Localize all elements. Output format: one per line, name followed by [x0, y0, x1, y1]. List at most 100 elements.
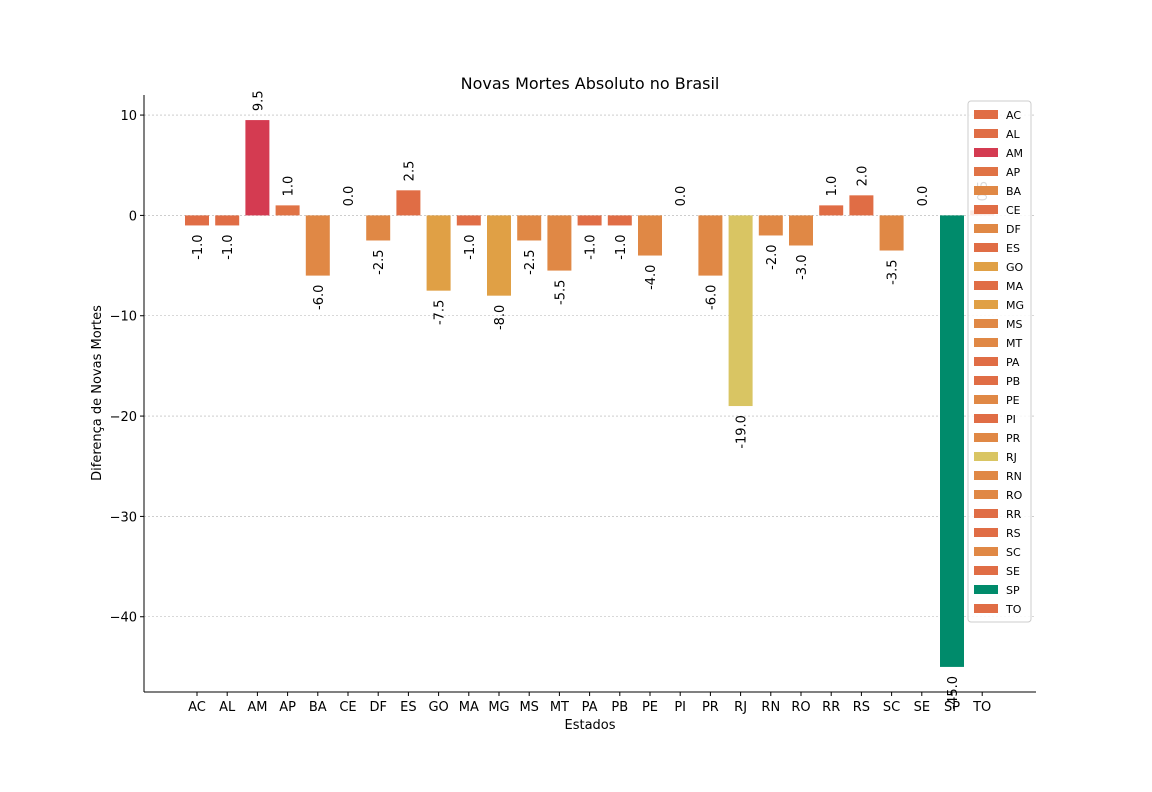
legend-label: AP [1006, 166, 1021, 179]
legend-swatch [974, 224, 998, 233]
data-label-mg: -8.0 [493, 305, 508, 330]
legend-swatch [974, 129, 998, 138]
bar-ap [275, 205, 300, 216]
x-tick-label: PR [702, 700, 719, 715]
bar-pr [698, 215, 723, 276]
bar-rs [849, 195, 874, 216]
legend-swatch [974, 357, 998, 366]
legend-swatch [974, 319, 998, 328]
legend-label: SP [1006, 584, 1020, 597]
bar-pb [607, 215, 632, 226]
data-label-se: 0.0 [916, 186, 931, 207]
legend-swatch [974, 300, 998, 309]
data-label-pb: -1.0 [614, 234, 629, 259]
legend-label: MT [1006, 337, 1022, 350]
legend-label: ES [1006, 242, 1020, 255]
legend-swatch [974, 471, 998, 480]
data-label-rn: -2.0 [765, 244, 780, 269]
x-tick-label: RN [761, 700, 780, 715]
bar-ba [305, 215, 330, 276]
bar-mt [547, 215, 572, 271]
data-labels: -1.0 -1.0 9.5 1.0 -6.0 0.0 -2.5 2.5 -7.5 -1.0 -8.0… [191, 90, 991, 709]
data-label-ma: -1.0 [463, 234, 478, 259]
data-label-pr: -6.0 [704, 285, 719, 310]
legend-label: PA [1006, 356, 1020, 369]
data-label-rs: 2.0 [855, 166, 870, 187]
bar-mg [487, 215, 511, 296]
legend-label: MS [1006, 318, 1022, 331]
x-tick-label: SE [914, 700, 930, 715]
data-label-pi: 0.0 [674, 186, 689, 207]
data-label-ce: 0.0 [342, 186, 357, 207]
x-tick-label: PB [611, 700, 628, 715]
legend-swatch [974, 243, 998, 252]
x-tick-label: TO [972, 700, 991, 715]
data-label-ro: -3.0 [795, 255, 810, 280]
x-tick-label: ES [400, 700, 416, 715]
legend-swatch [974, 338, 998, 347]
legend-swatch [974, 452, 998, 461]
y-tick-label: −40 [110, 611, 137, 626]
legend-swatch [974, 433, 998, 442]
data-label-es: 2.5 [402, 161, 417, 182]
bar-df [366, 215, 391, 241]
legend-swatch [974, 490, 998, 499]
legend-label: RN [1006, 470, 1022, 483]
y-ticks: 10 0 −10 −20 −30 −40 [110, 109, 144, 626]
legend-label: BA [1006, 185, 1022, 198]
legend-swatch [974, 376, 998, 385]
x-tick-label: PI [674, 700, 686, 715]
y-axis-label: Diferença de Novas Mortes [90, 305, 105, 481]
bar-sc [879, 215, 904, 251]
legend-label: TO [1005, 603, 1022, 616]
legend-label: PR [1006, 432, 1021, 445]
x-tick-label: SC [883, 700, 900, 715]
bar-ma [456, 215, 481, 226]
data-label-pa: -1.0 [584, 234, 599, 259]
data-label-go: -7.5 [433, 300, 448, 325]
y-tick-label: 10 [120, 109, 137, 124]
legend-label: RJ [1006, 451, 1017, 464]
y-tick-label: −10 [110, 310, 137, 325]
bar-rr [819, 205, 844, 216]
bar-sp [940, 215, 964, 667]
bar-pa [577, 215, 602, 226]
bar-es [396, 190, 421, 216]
legend-swatch [974, 395, 998, 404]
data-label-al: -1.0 [221, 234, 236, 259]
bar-ac [185, 215, 209, 226]
legend-label: AC [1006, 109, 1021, 122]
x-tick-label: MS [519, 700, 538, 715]
legend-swatch [974, 205, 998, 214]
x-tick-label: RS [853, 700, 870, 715]
data-label-ap: 1.0 [282, 176, 297, 197]
legend-swatch [974, 110, 998, 119]
x-tick-label: RJ [734, 700, 747, 715]
data-label-sp: -45.0 [946, 676, 961, 710]
chart-title: Novas Mortes Absoluto no Brasil [461, 74, 720, 93]
x-tick-label: AL [219, 700, 236, 715]
x-tick-label: SP [944, 700, 960, 715]
legend-swatch [974, 528, 998, 537]
y-tick-label: 0 [129, 209, 137, 224]
legend-label: PE [1006, 394, 1020, 407]
legend-swatch [974, 585, 998, 594]
legend-label: RS [1006, 527, 1021, 540]
legend-swatch [974, 604, 998, 613]
x-tick-label: MA [459, 700, 479, 715]
x-tick-label: AM [247, 700, 267, 715]
x-tick-label: GO [428, 700, 448, 715]
x-tick-label: RR [822, 700, 840, 715]
bar-ro [789, 215, 813, 246]
data-label-mt: -5.5 [553, 280, 568, 305]
bar-pe [638, 215, 662, 256]
x-tick-label: DF [369, 700, 387, 715]
legend-swatch [974, 186, 998, 195]
bars [185, 120, 995, 667]
x-tick-label: BA [309, 700, 327, 715]
bar-ms [517, 215, 542, 241]
legend-swatch [974, 547, 998, 556]
legend-label: AM [1006, 147, 1023, 160]
bar-rn [758, 215, 783, 236]
